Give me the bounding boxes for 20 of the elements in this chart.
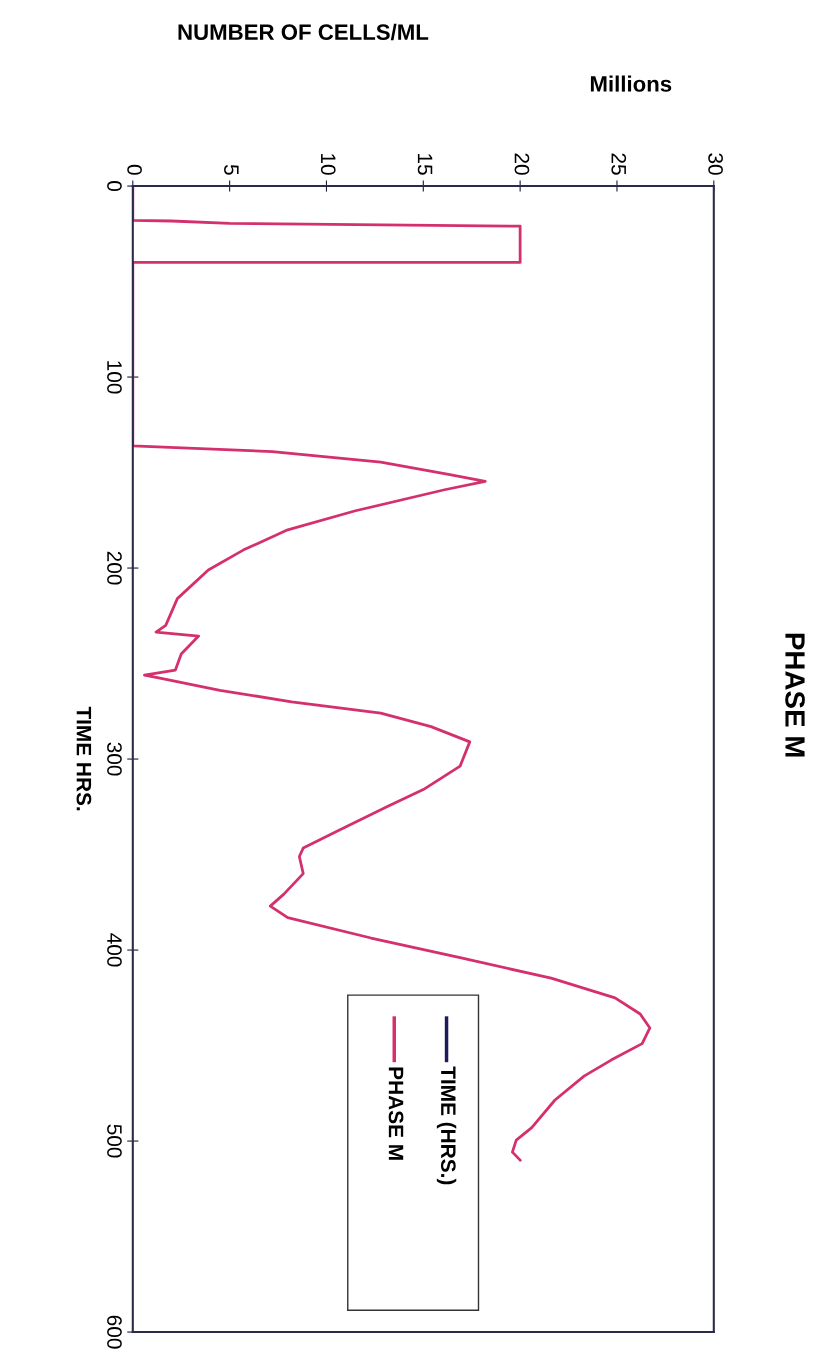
y-tick-label: 600 bbox=[107, 1315, 122, 1349]
legend-label: TIME (HRS.) bbox=[436, 1066, 457, 1185]
y-tick-label: 200 bbox=[107, 551, 122, 585]
y-tick-label: 500 bbox=[107, 1124, 122, 1158]
text: PHASE M bbox=[785, 633, 805, 757]
y-axis-title: TIME HRS. bbox=[76, 706, 92, 811]
x-tick-label: 25 bbox=[611, 153, 627, 175]
x-tick-label: 10 bbox=[320, 154, 336, 175]
x-tick-label: 0 bbox=[127, 164, 142, 175]
text: NUMBER OF CELLS/ML bbox=[178, 23, 429, 41]
x-tick-label: 15 bbox=[417, 154, 433, 175]
x-tick-label: 20 bbox=[514, 153, 530, 175]
legend-label: PHASE M bbox=[388, 1067, 404, 1160]
y-tick-label: 0 bbox=[107, 181, 122, 192]
y-tick-label: 100 bbox=[107, 361, 122, 394]
x-tick-label: 30 bbox=[708, 153, 723, 175]
y-tick-label: 400 bbox=[107, 933, 122, 967]
text: Millions bbox=[590, 75, 672, 92]
y-tick-label: 300 bbox=[107, 742, 122, 776]
x-tick-label: 5 bbox=[224, 164, 239, 175]
